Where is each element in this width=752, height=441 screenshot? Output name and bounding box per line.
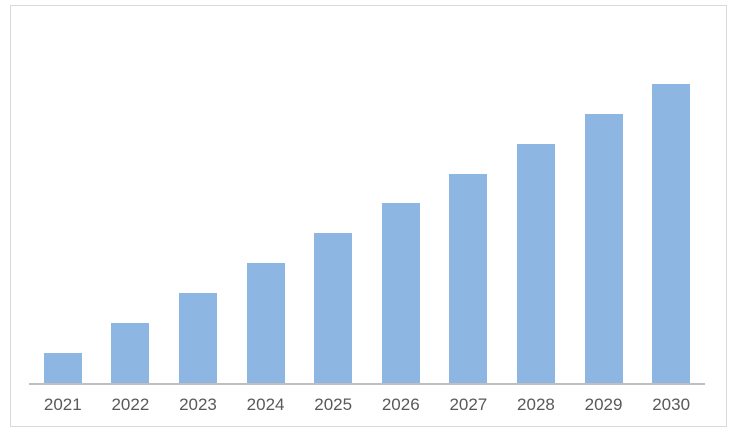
x-tick-label-2030: 2030 — [652, 395, 691, 414]
x-tick-label-2021: 2021 — [43, 395, 82, 414]
bar-chart-frame: 2021 2022 2023 2024 2025 2026 2027 2028 2029 2030 — [10, 5, 727, 427]
bar-column-2027 — [435, 173, 503, 383]
bar-column-2029 — [570, 113, 638, 383]
x-tick-label-2023: 2023 — [179, 395, 217, 414]
x-tick-label-2027: 2027 — [449, 395, 488, 414]
x-tick-label-2024: 2024 — [246, 395, 285, 414]
bar-2026 — [381, 203, 420, 383]
x-tick-label-2022: 2022 — [111, 395, 150, 414]
bar-column-2026 — [367, 203, 435, 383]
bar-2028 — [516, 143, 555, 383]
bars-row — [29, 6, 705, 385]
x-axis-labels: 2021 2022 2023 2024 2025 2026 2027 2028 2029 2030 — [29, 396, 705, 414]
plot-area: 2021 2022 2023 2024 2025 2026 2027 2028 2029 2030 — [29, 6, 705, 414]
bar-column-2028 — [502, 143, 570, 383]
bar-2024 — [246, 263, 285, 383]
bar-column-2022 — [97, 323, 165, 383]
bar-2025 — [314, 233, 353, 383]
bar-2029 — [584, 113, 623, 383]
bar-2030 — [652, 83, 691, 383]
bar-column-2023 — [164, 293, 232, 383]
bar-2022 — [111, 323, 150, 383]
x-tick-label-2026: 2026 — [381, 395, 420, 414]
bar-2021 — [43, 353, 82, 383]
x-tick-label-2029: 2029 — [584, 395, 623, 414]
bar-column-2021 — [29, 353, 97, 383]
x-tick-label-2028: 2028 — [517, 395, 555, 414]
x-tick-label-2025: 2025 — [314, 395, 353, 414]
bar-column-2025 — [299, 233, 367, 383]
bar-2023 — [178, 293, 217, 383]
bar-2027 — [449, 173, 488, 383]
bar-column-2024 — [232, 263, 300, 383]
bar-column-2030 — [637, 83, 705, 383]
